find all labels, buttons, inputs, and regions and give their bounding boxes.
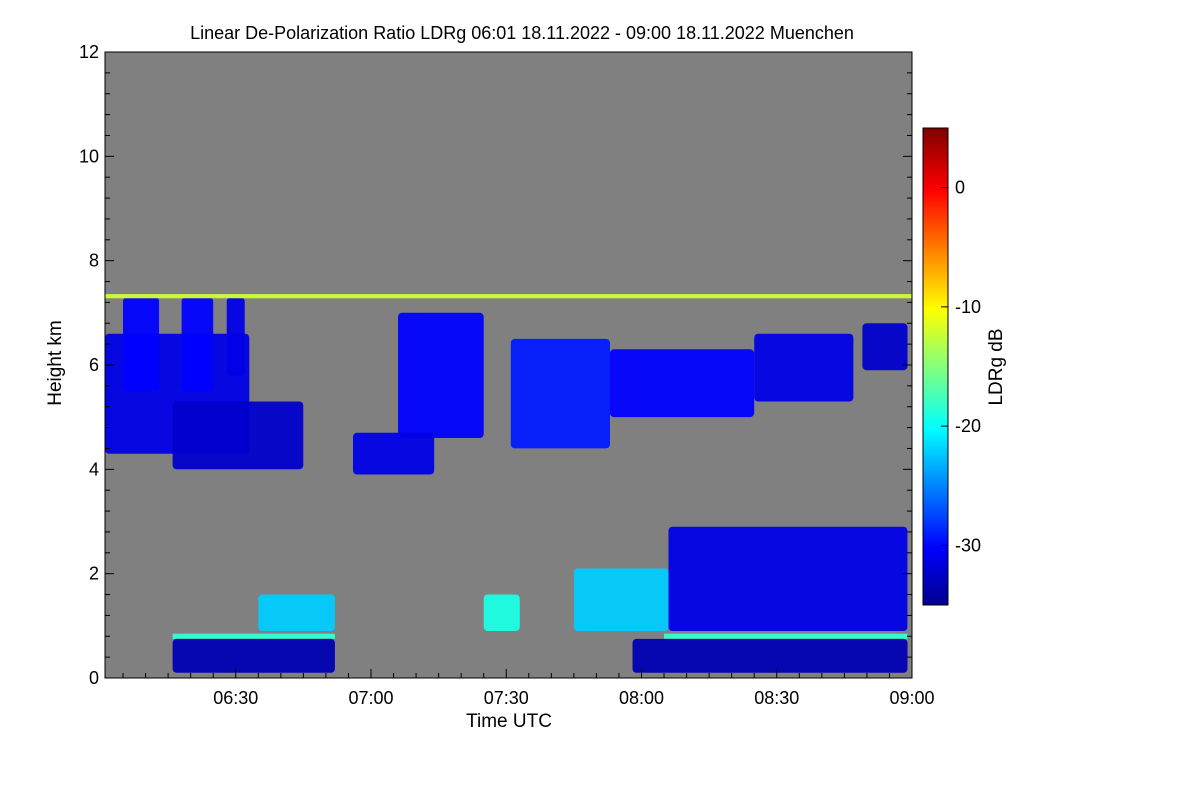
colorbar-tick-label: 0 [955, 178, 965, 198]
ice-cloud-2b [353, 432, 435, 475]
colorbar [922, 127, 949, 606]
x-tick-label: 08:00 [619, 688, 664, 708]
low-cloud-2 [483, 594, 520, 631]
y-tick-label: 12 [79, 42, 99, 62]
x-tick-label: 07:30 [484, 688, 529, 708]
y-tick-label: 8 [89, 251, 99, 271]
fallstreak-1 [123, 297, 160, 392]
melting-layer-2 [664, 633, 908, 639]
top-noise-band [105, 294, 912, 299]
y-tick-label: 10 [79, 146, 99, 166]
y-tick-label: 0 [89, 668, 99, 688]
x-axis: 06:30 07:00 07:30 08:00 08:30 09:00 [122, 669, 935, 708]
x-tick-label: 09:00 [889, 688, 934, 708]
rain-1 [172, 638, 335, 673]
colorbar-tick-label: -20 [955, 416, 981, 436]
y-axis: 0 2 4 6 8 10 12 [79, 42, 912, 688]
colorbar-label: LDRg dB [986, 328, 1007, 405]
low-cloud-3 [573, 568, 669, 632]
x-tick-label: 08:30 [754, 688, 799, 708]
fallstreak-2 [181, 297, 214, 392]
x-tick-label: 07:00 [348, 688, 393, 708]
x-axis-label: Time UTC [466, 711, 552, 732]
ice-cloud-2 [398, 312, 484, 438]
rain-2 [632, 638, 908, 673]
low-cloud-4 [668, 526, 908, 631]
ice-cloud-5 [754, 333, 854, 402]
ice-cloud-3 [510, 338, 610, 449]
melting-layer-1 [172, 633, 335, 639]
echo-features [105, 294, 912, 673]
y-tick-label: 4 [89, 459, 99, 479]
colorbar-tick-label: -10 [955, 297, 981, 317]
low-cloud-1 [258, 594, 335, 631]
ice-cloud-1b [172, 401, 304, 470]
ice-cloud-4 [609, 349, 755, 418]
ice-cloud-6 [862, 323, 908, 371]
fallstreak-3 [226, 297, 245, 376]
colorbar-ticks: 0 -10 -20 -30 [941, 178, 981, 555]
x-tick-label: 06:30 [213, 688, 258, 708]
y-tick-label: 2 [89, 564, 99, 584]
colorbar-tick-label: -30 [955, 535, 981, 555]
chart-title: Linear De-Polarization Ratio LDRg 06:01 … [190, 23, 854, 43]
y-tick-label: 6 [89, 355, 99, 375]
y-axis-label: Height km [45, 320, 66, 406]
